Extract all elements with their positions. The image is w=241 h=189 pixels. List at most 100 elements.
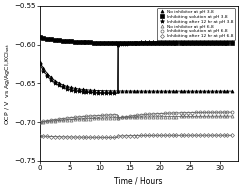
Inhibiting after 12 hr at pH 6.8 [66, 136, 68, 138]
Inhibiting after 12 hr at pH 6.8 [159, 134, 162, 136]
No inhibitor at pH 6.8 [97, 117, 100, 119]
Inhibiting after 12 hr at pH 6.8 [183, 134, 186, 136]
Inhibiting solution at pH 3.8 [77, 41, 80, 43]
Inhibiting solution at pH 3.8 [155, 42, 158, 44]
Inhibiting after 12 hr at pH 3.8 [163, 41, 166, 43]
Inhibiting solution at pH 3.8 [89, 41, 92, 43]
Inhibiting after 12 hr at pH 3.8 [50, 79, 53, 81]
Inhibiting after 12 hr at pH 3.8 [113, 92, 115, 94]
Inhibiting after 12 hr at pH 3.8 [222, 40, 225, 43]
No inhibitor at pH 3.8 [136, 90, 139, 92]
Inhibiting after 12 hr at pH 6.8 [230, 134, 233, 136]
Inhibiting solution at pH 6.8 [42, 120, 45, 122]
Inhibiting solution at pH 6.8 [132, 115, 135, 117]
Inhibiting solution at pH 3.8 [124, 42, 127, 44]
Inhibiting solution at pH 6.8 [163, 112, 166, 115]
Inhibiting solution at pH 3.8 [42, 37, 45, 39]
No inhibitor at pH 6.8 [175, 115, 178, 118]
No inhibitor at pH 6.8 [113, 117, 115, 119]
No inhibitor at pH 6.8 [120, 116, 123, 119]
No inhibitor at pH 6.8 [159, 116, 162, 118]
No inhibitor at pH 6.8 [81, 118, 84, 120]
Inhibiting solution at pH 3.8 [66, 40, 68, 42]
No inhibitor at pH 3.8 [159, 90, 162, 92]
Inhibiting after 12 hr at pH 6.8 [120, 135, 123, 137]
Inhibiting after 12 hr at pH 3.8 [46, 75, 49, 77]
Inhibiting after 12 hr at pH 6.8 [113, 136, 115, 139]
Inhibiting after 12 hr at pH 3.8 [116, 43, 119, 46]
No inhibitor at pH 3.8 [85, 89, 88, 91]
Inhibiting after 12 hr at pH 3.8 [218, 40, 221, 43]
No inhibitor at pH 6.8 [183, 115, 186, 118]
Inhibiting after 12 hr at pH 6.8 [54, 136, 56, 138]
Inhibiting solution at pH 6.8 [97, 114, 100, 117]
Inhibiting solution at pH 3.8 [140, 42, 143, 44]
No inhibitor at pH 3.8 [148, 90, 151, 92]
Inhibiting after 12 hr at pH 6.8 [128, 135, 131, 137]
Inhibiting solution at pH 3.8 [226, 42, 229, 44]
Line: No inhibitor at pH 3.8: No inhibitor at pH 3.8 [38, 60, 233, 93]
No inhibitor at pH 3.8 [77, 88, 80, 90]
No inhibitor at pH 3.8 [54, 79, 56, 82]
Inhibiting solution at pH 3.8 [58, 39, 61, 42]
Inhibiting solution at pH 3.8 [97, 41, 100, 44]
No inhibitor at pH 6.8 [163, 115, 166, 118]
Line: Inhibiting after 12 hr at pH 6.8: Inhibiting after 12 hr at pH 6.8 [38, 134, 233, 139]
Inhibiting after 12 hr at pH 6.8 [136, 134, 139, 137]
No inhibitor at pH 3.8 [62, 84, 65, 86]
No inhibitor at pH 6.8 [69, 119, 72, 121]
Inhibiting after 12 hr at pH 6.8 [206, 134, 209, 136]
Inhibiting solution at pH 3.8 [218, 42, 221, 44]
Inhibiting solution at pH 3.8 [167, 42, 170, 44]
Inhibiting after 12 hr at pH 6.8 [171, 134, 174, 136]
Inhibiting after 12 hr at pH 6.8 [42, 135, 45, 137]
No inhibitor at pH 3.8 [179, 90, 182, 92]
Inhibiting solution at pH 3.8 [199, 42, 201, 44]
No inhibitor at pH 3.8 [226, 90, 229, 92]
No inhibitor at pH 6.8 [101, 117, 104, 119]
Inhibiting after 12 hr at pH 6.8 [179, 134, 182, 136]
Inhibiting after 12 hr at pH 6.8 [194, 134, 197, 136]
Inhibiting after 12 hr at pH 6.8 [222, 134, 225, 136]
Inhibiting solution at pH 3.8 [148, 42, 151, 44]
No inhibitor at pH 3.8 [214, 90, 217, 92]
Inhibiting solution at pH 3.8 [105, 42, 107, 44]
Inhibiting after 12 hr at pH 6.8 [226, 134, 229, 136]
No inhibitor at pH 3.8 [171, 90, 174, 92]
No inhibitor at pH 3.8 [69, 86, 72, 89]
Inhibiting after 12 hr at pH 3.8 [202, 40, 205, 43]
Inhibiting after 12 hr at pH 3.8 [226, 40, 229, 43]
Inhibiting solution at pH 6.8 [54, 119, 56, 121]
Inhibiting solution at pH 6.8 [50, 119, 53, 121]
Inhibiting solution at pH 6.8 [226, 111, 229, 113]
Inhibiting solution at pH 6.8 [183, 112, 186, 114]
Inhibiting solution at pH 6.8 [144, 113, 147, 116]
Inhibiting after 12 hr at pH 3.8 [62, 86, 65, 88]
Inhibiting solution at pH 6.8 [124, 116, 127, 118]
Inhibiting after 12 hr at pH 6.8 [101, 136, 104, 139]
Inhibiting solution at pH 6.8 [148, 113, 151, 115]
Inhibiting after 12 hr at pH 6.8 [187, 134, 190, 136]
Inhibiting solution at pH 3.8 [62, 40, 65, 42]
No inhibitor at pH 3.8 [210, 90, 213, 92]
No inhibitor at pH 6.8 [54, 120, 56, 122]
Inhibiting after 12 hr at pH 6.8 [191, 134, 194, 136]
Inhibiting after 12 hr at pH 6.8 [50, 135, 53, 138]
Inhibiting solution at pH 3.8 [101, 42, 104, 44]
Inhibiting after 12 hr at pH 6.8 [105, 136, 107, 139]
No inhibitor at pH 3.8 [120, 90, 123, 92]
No inhibitor at pH 3.8 [218, 90, 221, 92]
Inhibiting after 12 hr at pH 6.8 [89, 136, 92, 138]
Inhibiting after 12 hr at pH 3.8 [93, 91, 96, 94]
Inhibiting after 12 hr at pH 3.8 [38, 63, 41, 65]
Inhibiting solution at pH 3.8 [163, 42, 166, 44]
No inhibitor at pH 6.8 [222, 115, 225, 117]
Inhibiting after 12 hr at pH 6.8 [124, 135, 127, 137]
No inhibitor at pH 6.8 [50, 120, 53, 122]
No inhibitor at pH 3.8 [50, 76, 53, 79]
Inhibiting solution at pH 6.8 [194, 111, 197, 114]
Inhibiting solution at pH 3.8 [187, 42, 190, 44]
No inhibitor at pH 3.8 [187, 90, 190, 92]
Inhibiting after 12 hr at pH 6.8 [218, 134, 221, 136]
Inhibiting after 12 hr at pH 3.8 [124, 43, 127, 45]
